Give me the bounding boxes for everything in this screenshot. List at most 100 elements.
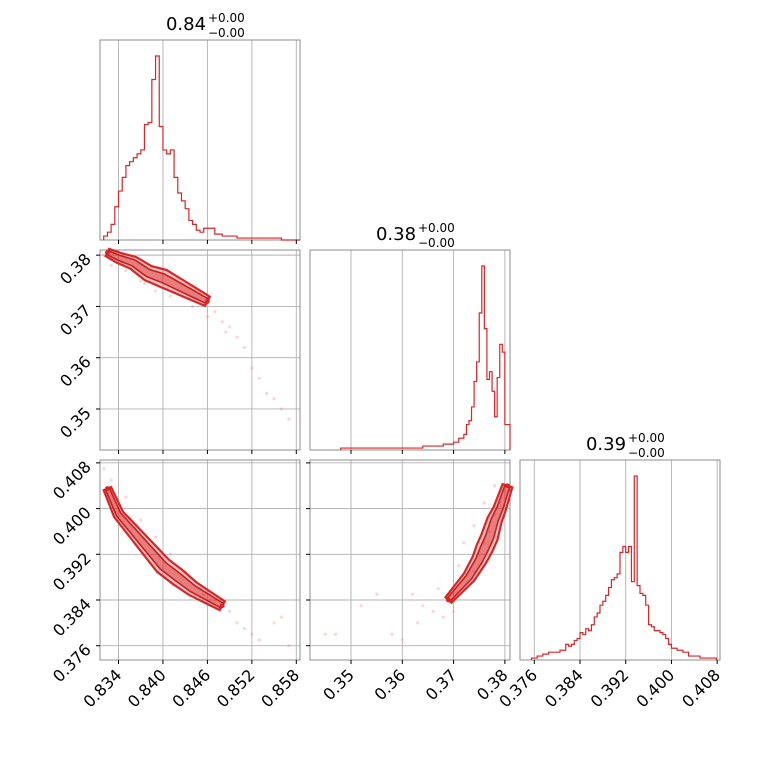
title-upper-0: +0.00 <box>208 11 245 25</box>
x-tick-label: 0.846 <box>168 665 214 711</box>
y-tick-label: 0.400 <box>49 503 95 549</box>
scatter-point <box>503 489 507 494</box>
histogram-2 <box>530 475 718 660</box>
x-tick-label: 0.36 <box>371 665 410 704</box>
scatter-point <box>323 632 327 636</box>
scatter-point <box>441 615 445 619</box>
x-tick-label: 0.852 <box>213 665 259 711</box>
scatter-point <box>139 518 143 522</box>
scatter-point <box>205 315 210 319</box>
histogram-1 <box>340 265 511 450</box>
title-value-2: 0.39 <box>586 434 626 455</box>
contour-inner <box>104 486 225 609</box>
scatter-point <box>451 609 456 614</box>
scatter-point <box>153 289 158 293</box>
x-tick-label: 0.384 <box>541 665 587 711</box>
x-tick-label: 0.408 <box>678 665 724 711</box>
scatter-point <box>410 592 415 596</box>
scatter-point <box>359 604 363 608</box>
contour-inner <box>105 249 210 305</box>
scatter-point <box>375 592 379 596</box>
scatter-point <box>272 621 276 625</box>
y-tick-label: 0.37 <box>56 301 95 340</box>
sample-marker <box>505 483 510 489</box>
scatter-point <box>228 609 232 614</box>
title-value-0: 0.84 <box>166 14 206 35</box>
title-upper-2: +0.00 <box>628 431 665 445</box>
scatter-point <box>257 376 261 380</box>
scatter-point <box>421 604 425 608</box>
scatter-point <box>153 535 158 539</box>
scatter-point <box>287 644 291 648</box>
sample-marker <box>105 486 110 491</box>
scatter-point <box>213 309 217 314</box>
scatter-point <box>202 592 206 596</box>
scatter-point <box>436 586 440 591</box>
axes-frame <box>99 249 301 451</box>
scatter-point <box>487 529 492 534</box>
x-tick-label: 0.858 <box>257 665 303 711</box>
contour-outer <box>104 247 212 308</box>
scatter-point <box>462 541 466 545</box>
scatter-point <box>102 253 106 257</box>
scatter-point <box>109 478 113 482</box>
scatter-point <box>416 621 420 625</box>
scatter-point <box>431 609 435 614</box>
scatter-point <box>168 294 172 298</box>
sample-marker <box>446 597 451 603</box>
y-tick-label: 0.376 <box>49 640 95 686</box>
x-tick-label: 0.840 <box>124 665 170 711</box>
scatter-point <box>124 268 128 273</box>
y-tick-label: 0.38 <box>56 250 95 289</box>
y-tick-label: 0.36 <box>56 352 95 391</box>
sample-marker <box>219 603 225 609</box>
scatter-point <box>257 638 261 642</box>
y-tick-label: 0.408 <box>49 457 95 503</box>
scatter-point <box>390 632 394 636</box>
scatter-point <box>235 621 239 625</box>
scatter-point <box>109 263 113 267</box>
scatter-point <box>265 391 269 396</box>
scatter-point <box>457 564 461 568</box>
contour-outer <box>102 485 227 612</box>
y-tick-label: 0.384 <box>49 594 95 640</box>
x-tick-label: 0.37 <box>422 665 461 704</box>
axes-frame <box>309 249 511 451</box>
title-upper-1: +0.00 <box>418 221 455 235</box>
axes-frame <box>309 459 511 661</box>
x-tick-label: 0.35 <box>319 665 358 704</box>
scatter-point <box>482 501 486 505</box>
scatter-point <box>493 484 497 488</box>
y-tick-label: 0.392 <box>49 549 95 595</box>
axes-frame <box>99 459 301 661</box>
scatter-point <box>279 615 284 619</box>
contour-outer <box>444 482 514 605</box>
x-tick-label: 0.400 <box>632 665 678 711</box>
scatter-point <box>334 632 338 636</box>
scatter-point <box>242 626 247 631</box>
title-value-1: 0.38 <box>376 224 416 245</box>
scatter-point <box>102 466 106 471</box>
scatter-point <box>168 552 172 556</box>
title-lower-2: −0.00 <box>628 446 665 460</box>
scatter-point <box>279 407 284 411</box>
x-tick-label: 0.392 <box>587 665 633 711</box>
scatter-point <box>400 638 404 642</box>
scatter-point <box>250 366 254 370</box>
scatter-point <box>228 325 232 329</box>
title-lower-1: −0.00 <box>418 236 455 250</box>
scatter-point <box>482 541 486 545</box>
scatter-point <box>242 345 247 350</box>
sample-marker <box>105 250 110 255</box>
y-tick-label: 0.35 <box>56 403 95 442</box>
title-lower-0: −0.00 <box>208 26 245 40</box>
scatter-point <box>142 281 147 285</box>
sample-marker <box>205 298 210 304</box>
scatter-point <box>287 417 291 421</box>
x-tick-label: 0.834 <box>80 665 126 711</box>
scatter-point <box>250 632 254 636</box>
contour-inner <box>445 483 511 603</box>
scatter-point <box>139 279 143 283</box>
